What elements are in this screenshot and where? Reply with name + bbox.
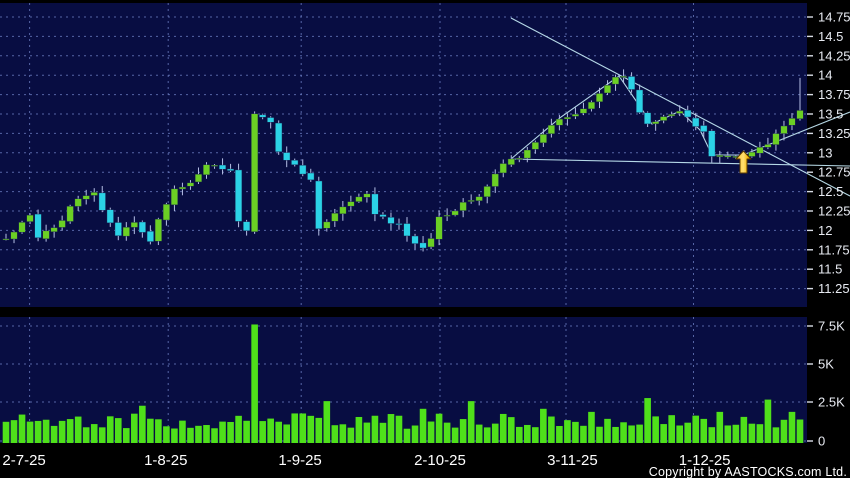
- svg-text:12.5: 12.5: [818, 184, 843, 199]
- svg-text:5K: 5K: [818, 357, 834, 372]
- svg-text:11.75: 11.75: [818, 242, 850, 257]
- svg-text:14: 14: [818, 68, 832, 83]
- svg-text:2.5K: 2.5K: [818, 395, 845, 410]
- svg-text:2-10-25: 2-10-25: [414, 452, 466, 469]
- svg-text:0: 0: [818, 434, 825, 449]
- svg-text:1-9-25: 1-9-25: [278, 452, 321, 469]
- svg-text:13.25: 13.25: [818, 126, 850, 141]
- svg-text:Copyright by AASTOCKS.com Ltd.: Copyright by AASTOCKS.com Ltd.: [649, 465, 847, 478]
- svg-text:11.5: 11.5: [818, 262, 842, 277]
- svg-text:12: 12: [818, 223, 832, 238]
- svg-text:14.75: 14.75: [818, 10, 850, 25]
- svg-text:13.5: 13.5: [818, 107, 843, 122]
- svg-text:1-8-25: 1-8-25: [144, 452, 187, 469]
- svg-text:3-11-25: 3-11-25: [547, 452, 598, 469]
- svg-text:2-7-25: 2-7-25: [2, 452, 45, 469]
- svg-text:11.25: 11.25: [818, 281, 850, 296]
- svg-text:12.25: 12.25: [818, 204, 850, 219]
- svg-text:7.5K: 7.5K: [818, 319, 845, 334]
- svg-text:13: 13: [818, 145, 832, 160]
- svg-text:12.75: 12.75: [818, 165, 850, 180]
- svg-text:14.5: 14.5: [818, 29, 843, 44]
- svg-text:13.75: 13.75: [818, 87, 850, 102]
- svg-text:14.25: 14.25: [818, 48, 850, 63]
